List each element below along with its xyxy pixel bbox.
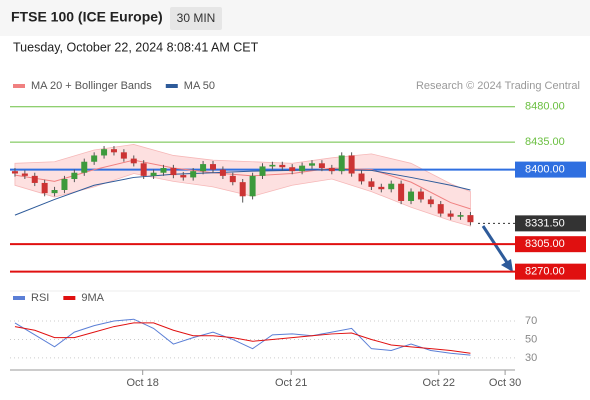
candle-body (180, 175, 187, 178)
candle-body (81, 161, 88, 173)
level-label: 8270.00 (525, 266, 565, 278)
candle-body (120, 152, 127, 159)
candle-body (140, 163, 147, 176)
candle-body (91, 155, 98, 162)
forecast-arrowhead (501, 259, 513, 272)
candle-body (110, 149, 117, 153)
candle-body (368, 181, 375, 187)
candle-body (200, 164, 207, 172)
candle-body (51, 190, 58, 194)
timeframe[interactable]: 30 MIN (177, 11, 216, 25)
candle-body (41, 182, 48, 194)
candle-body (31, 175, 38, 183)
candle-body (437, 204, 444, 214)
candle-body (269, 164, 276, 167)
candle-body (239, 182, 246, 197)
legend-swatch (63, 296, 76, 300)
candle-body (219, 169, 226, 176)
candle-body (289, 167, 296, 172)
candle-body (229, 175, 236, 183)
x-tick-label: Oct 21 (275, 377, 307, 389)
rsi-line (14, 318, 471, 356)
rsi-line (14, 322, 471, 354)
level-label-box (515, 215, 586, 232)
candle-body (11, 171, 18, 174)
candle-body (318, 163, 325, 169)
level-label: 8331.50 (525, 217, 565, 229)
x-tick-label: Oct 22 (423, 377, 455, 389)
candle-body (328, 168, 335, 172)
candle-body (160, 168, 167, 173)
candle-body (358, 173, 365, 182)
x-tick-label: Oct 18 (126, 377, 158, 389)
level-label-box (515, 263, 586, 280)
legend-label: RSI (31, 292, 49, 304)
candle-body (309, 163, 316, 166)
candle-body (170, 168, 177, 176)
candle-body (348, 155, 355, 174)
level-label-box (515, 161, 586, 178)
level-label: 8480.00 (525, 101, 565, 113)
candle-body (378, 186, 385, 190)
candle-body (209, 164, 216, 170)
legend-swatch (13, 84, 25, 88)
chart-title: FTSE 100 (ICE Europe) (11, 9, 163, 25)
candle-body (299, 165, 306, 172)
candle-body (190, 171, 197, 178)
candle-body (150, 172, 157, 176)
y-tick-label: 30 (525, 352, 537, 364)
timestamp: Tuesday, October 22, 2024 8:08:41 AM CET (13, 40, 259, 54)
legend-label: 9MA (81, 292, 104, 304)
candle-body (130, 158, 137, 164)
timeframe-badge[interactable] (170, 7, 222, 30)
candle-body (101, 149, 108, 156)
legend-label: MA 20 + Bollinger Bands (31, 80, 152, 92)
header-bar (0, 0, 590, 36)
level-label: 8400.00 (525, 163, 565, 175)
candle-body (417, 191, 424, 200)
candle-body (408, 191, 415, 201)
level-label: 8305.00 (525, 238, 565, 250)
legend-swatch (13, 296, 25, 300)
candle-body (338, 155, 345, 172)
candle-body (249, 175, 256, 197)
credit: Research © 2024 Trading Central (416, 80, 580, 92)
legend-label: MA 50 (184, 80, 215, 92)
x-tick-label: Oct 30 (489, 377, 521, 389)
candle-body (427, 199, 434, 205)
y-tick-label: 70 (525, 315, 537, 327)
candle-body (467, 215, 474, 223)
legend-swatch (165, 84, 178, 88)
candle-body (398, 183, 405, 201)
candle-body (259, 166, 266, 176)
candle-body (61, 179, 68, 190)
candle-body (447, 213, 454, 217)
candle-body (388, 183, 395, 190)
level-label: 8435.00 (525, 136, 565, 148)
y-tick-label: 50 (525, 333, 537, 345)
overlay-line (14, 169, 471, 216)
candle-body (71, 172, 78, 180)
candle-body (457, 215, 464, 217)
level-label-box (515, 236, 586, 253)
candle-body (21, 173, 28, 176)
candle-body (279, 164, 286, 168)
